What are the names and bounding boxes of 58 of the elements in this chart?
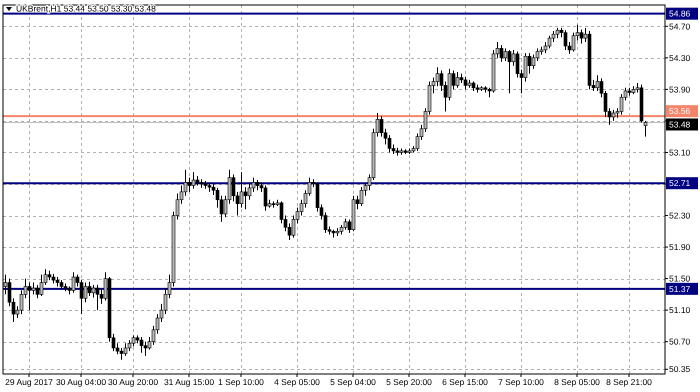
candlestick [92, 284, 96, 298]
candlestick [196, 176, 200, 186]
y-tick-label: 53.10 [669, 147, 691, 158]
candlestick [360, 186, 364, 207]
candlestick [472, 80, 476, 92]
ref-line-label: 52.71 [669, 178, 691, 188]
x-tick-label: 30 Aug 04:00 [56, 377, 106, 387]
candlestick [464, 76, 468, 90]
x-tick-label: 6 Sep 15:00 [442, 377, 488, 387]
candlestick [84, 282, 88, 303]
candlestick [52, 273, 56, 284]
x-tick-label: 4 Sep 05:00 [274, 377, 320, 387]
candlestick [120, 347, 124, 360]
candlestick [264, 185, 268, 212]
y-tick-label: 50.35 [669, 364, 691, 374]
chart-title: UKBrent,H1 53.44 53.50 53.30 53.48 [16, 4, 156, 14]
candlestick [56, 276, 60, 287]
y-tick-label: 51.50 [669, 274, 691, 284]
candlestick [508, 49, 512, 94]
candlestick [28, 282, 32, 311]
x-tick-label: 30 Aug 20:00 [108, 377, 158, 387]
x-tick-label: 29 Aug 2017 [5, 377, 54, 387]
x-tick-label: 5 Sep 04:00 [330, 377, 376, 387]
candlestick [500, 44, 504, 62]
y-tick-label: 50.70 [669, 336, 691, 347]
y-tick-label: 52.30 [669, 210, 691, 220]
candlestick [48, 270, 52, 281]
candlestick [580, 28, 584, 44]
candlestick [88, 281, 92, 296]
candlestick [188, 177, 192, 192]
candlestick [144, 341, 148, 356]
candlestick [244, 186, 248, 210]
x-tick-label: 8 Sep 05:00 [554, 377, 600, 387]
ref-line-label: 54.86 [669, 8, 691, 19]
x-tick-label: 1 Sep 10:00 [218, 377, 264, 387]
y-tick-label: 51.90 [669, 242, 691, 252]
x-tick-label: 5 Sep 20:00 [386, 377, 432, 387]
y-tick-label: 53.90 [669, 84, 691, 94]
x-tick-label: 7 Sep 10:00 [498, 377, 544, 387]
candlestick [548, 35, 552, 49]
candlestick [456, 72, 460, 88]
candlestick [32, 282, 36, 295]
y-tick-label: 51.10 [669, 305, 691, 316]
ref-line-label: 53.48 [669, 119, 691, 130]
candlestick [60, 280, 64, 290]
x-tick-label: 8 Sep 21:00 [606, 377, 652, 387]
ref-line-label: 51.37 [669, 284, 691, 294]
candlestick [208, 182, 212, 192]
ref-line-label: 53.56 [669, 106, 691, 116]
candlestick [36, 284, 40, 299]
candlestick [528, 52, 532, 74]
candlestick [256, 180, 260, 191]
candlestick [140, 336, 144, 354]
y-tick-label: 54.30 [669, 52, 691, 63]
candlestick [564, 30, 568, 50]
x-tick-label: 31 Aug 15:00 [164, 377, 214, 387]
y-tick-label: 54.70 [669, 21, 691, 32]
candlestick [96, 284, 100, 311]
